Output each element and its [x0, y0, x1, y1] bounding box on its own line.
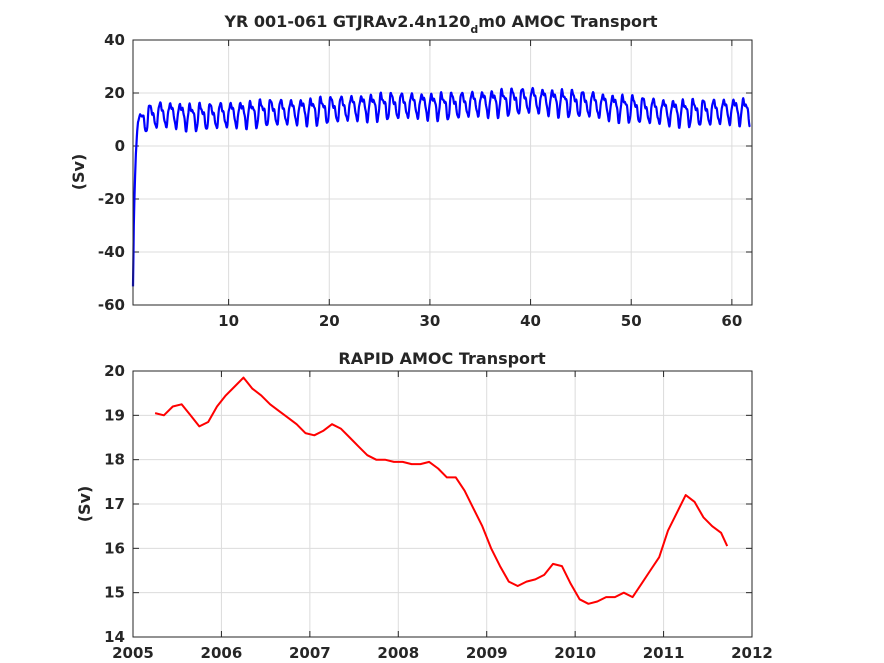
model-amoc-ytick-label-4: 20	[104, 84, 125, 102]
model-amoc-xtick-label-2: 30	[419, 312, 440, 330]
rapid-amoc-ytick-label-2: 16	[104, 539, 125, 557]
rapid-amoc-ytick-label-5: 19	[104, 406, 125, 424]
model-amoc-ytick-label-2: -20	[98, 190, 125, 208]
model-amoc-series-line	[131, 86, 751, 287]
model-amoc-title-main: YR 001-061 GTJRAv2.4n120	[223, 12, 470, 31]
model-amoc-xtick-label-4: 50	[621, 312, 642, 330]
model-amoc-ticks: 10 20 30 40 50 60 -60 -40 -20 0 20 40	[98, 31, 752, 330]
model-amoc-ylabel: (Sv)	[69, 154, 88, 191]
rapid-amoc-xtick-label-0: 2005	[112, 644, 154, 662]
rapid-amoc-series-line	[154, 376, 729, 605]
model-amoc-title-tail: m0 AMOC Transport	[478, 12, 658, 31]
rapid-amoc-ytick-label-3: 17	[104, 495, 125, 513]
rapid-amoc-xtick-label-7: 2012	[731, 644, 773, 662]
rapid-amoc-xtick-label-4: 2009	[466, 644, 508, 662]
model-amoc-title-subscript: d	[470, 23, 478, 36]
model-amoc-panel: YR 001-061 GTJRAv2.4n120dm0 AMOC Transpo…	[69, 12, 753, 330]
rapid-amoc-ticks: 2005 2006 2007 2008 2009 2010 2011 2012 14 15 16 17…	[104, 362, 773, 662]
rapid-amoc-axes-frame	[132, 370, 753, 638]
model-amoc-ytick-label-0: -60	[98, 296, 125, 314]
model-amoc-xtick-label-1: 20	[319, 312, 340, 330]
rapid-amoc-title: RAPID AMOC Transport	[338, 349, 546, 368]
rapid-amoc-xtick-label-3: 2008	[377, 644, 419, 662]
rapid-amoc-xtick-label-1: 2006	[201, 644, 243, 662]
model-amoc-axes-frame	[132, 39, 753, 306]
model-amoc-xtick-label-3: 40	[520, 312, 541, 330]
rapid-amoc-xtick-label-5: 2010	[554, 644, 596, 662]
model-amoc-ytick-label-1: -40	[98, 243, 125, 261]
model-amoc-ytick-label-3: 0	[115, 137, 125, 155]
rapid-amoc-xtick-label-2: 2007	[289, 644, 331, 662]
rapid-amoc-xtick-label-6: 2011	[643, 644, 685, 662]
model-amoc-xtick-label-5: 60	[721, 312, 742, 330]
rapid-amoc-ytick-label-0: 14	[104, 628, 125, 646]
model-amoc-ytick-label-5: 40	[104, 31, 125, 49]
rapid-amoc-ylabel: (Sv)	[75, 486, 94, 523]
rapid-amoc-ytick-label-4: 18	[104, 451, 125, 469]
rapid-amoc-ytick-label-6: 20	[104, 362, 125, 380]
model-amoc-title: YR 001-061 GTJRAv2.4n120dm0 AMOC Transpo…	[223, 12, 657, 36]
rapid-amoc-ytick-label-1: 15	[104, 584, 125, 602]
model-amoc-xtick-label-0: 10	[218, 312, 239, 330]
rapid-amoc-panel: RAPID AMOC Transport 2005 2006 2007 2008 200…	[75, 349, 773, 662]
